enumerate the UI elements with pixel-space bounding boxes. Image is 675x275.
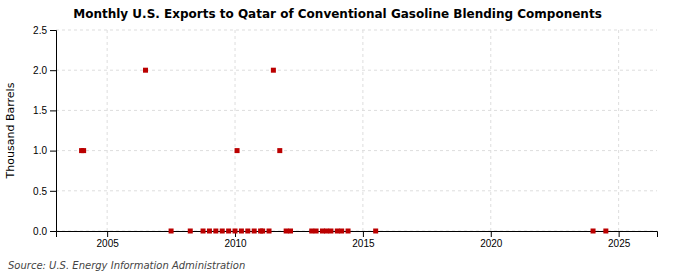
plot: 2005 2010 2015 2020 2025 0.0 0.5 1.0 1.5 2.0 2.5 bbox=[33, 25, 657, 249]
y-tick-label: 2.0 bbox=[33, 65, 47, 76]
grid bbox=[56, 30, 657, 231]
y-tick: 0.0 bbox=[33, 226, 56, 237]
y-tick: 2.0 bbox=[33, 65, 56, 76]
grid-line-y bbox=[56, 190, 657, 191]
grid-line-x bbox=[107, 30, 108, 231]
points bbox=[79, 68, 608, 234]
grid-line-x bbox=[362, 30, 363, 231]
point bbox=[233, 229, 238, 234]
point bbox=[346, 229, 351, 234]
y-tick: 1.5 bbox=[33, 105, 56, 116]
x-tick-label: 2020 bbox=[480, 238, 503, 249]
y-axis: 0.0 0.5 1.0 1.5 2.0 2.5 bbox=[33, 25, 56, 237]
point bbox=[207, 229, 212, 234]
point bbox=[252, 229, 257, 234]
point bbox=[267, 229, 272, 234]
point bbox=[226, 229, 231, 234]
point bbox=[603, 229, 608, 234]
point bbox=[271, 68, 276, 73]
title: Monthly U.S. Exports to Qatar of Convent… bbox=[73, 7, 602, 21]
point bbox=[220, 229, 225, 234]
point bbox=[591, 229, 596, 234]
x-tick-mark bbox=[491, 231, 492, 237]
x-tick: 2005 bbox=[97, 231, 120, 249]
point bbox=[309, 229, 314, 234]
y-tick-label: 1.0 bbox=[33, 145, 47, 156]
point bbox=[288, 229, 293, 234]
grid-line-y bbox=[56, 110, 657, 111]
y-tick: 2.5 bbox=[33, 25, 56, 36]
point bbox=[260, 229, 265, 234]
point bbox=[335, 229, 340, 234]
point bbox=[339, 229, 344, 234]
point bbox=[239, 229, 244, 234]
y-axis-line bbox=[50, 31, 57, 232]
point bbox=[169, 229, 174, 234]
x-tick: 2020 bbox=[480, 231, 503, 249]
x-tick: 2025 bbox=[608, 231, 631, 249]
y-tick-label: 0.5 bbox=[33, 186, 47, 197]
x-tick: 2010 bbox=[224, 231, 247, 249]
grid-line-x bbox=[235, 30, 236, 231]
x-tick-label: 2005 bbox=[97, 238, 120, 249]
grid-line-x bbox=[618, 30, 619, 231]
x-tick-mark bbox=[363, 231, 364, 237]
chart: 2005 2010 2015 2020 2025 0.0 0.5 1.0 1.5 2.0 2.5 Mo… bbox=[0, 0, 675, 275]
y-tick-label: 1.5 bbox=[33, 105, 47, 116]
x-axis: 2005 2010 2015 2020 2025 bbox=[57, 231, 658, 249]
x-tick-mark bbox=[107, 231, 108, 237]
point bbox=[284, 229, 289, 234]
point bbox=[328, 229, 333, 234]
point bbox=[201, 229, 206, 234]
point bbox=[245, 229, 250, 234]
y-tick-mark bbox=[50, 110, 56, 111]
x-tick-label: 2015 bbox=[352, 238, 375, 249]
y-axis-title: Thousand Barrels bbox=[4, 82, 17, 179]
annotation: Source: U.S. Energy Information Administ… bbox=[8, 260, 245, 271]
y-tick-mark bbox=[50, 30, 56, 31]
point bbox=[373, 229, 378, 234]
point bbox=[81, 148, 86, 153]
x-tick: 2015 bbox=[352, 231, 375, 249]
point bbox=[188, 229, 193, 234]
grid-line-x bbox=[490, 30, 491, 231]
y-tick: 1.0 bbox=[33, 145, 56, 156]
point bbox=[213, 229, 218, 234]
x-axis-line bbox=[57, 232, 658, 238]
point bbox=[324, 229, 329, 234]
grid-line-y bbox=[56, 30, 657, 31]
y-tick-mark bbox=[50, 191, 56, 192]
point bbox=[277, 148, 282, 153]
y-tick-mark bbox=[50, 151, 56, 152]
x-tick-label: 2025 bbox=[608, 238, 631, 249]
y-tick: 0.5 bbox=[33, 186, 56, 197]
y-tick-label: 2.5 bbox=[33, 25, 47, 36]
grid-line-y bbox=[56, 150, 657, 151]
y-tick-label: 0.0 bbox=[33, 226, 47, 237]
x-tick-label: 2010 bbox=[224, 238, 247, 249]
point bbox=[314, 229, 319, 234]
y-tick-mark bbox=[50, 70, 56, 71]
point bbox=[235, 148, 240, 153]
y-tick-mark bbox=[50, 231, 56, 232]
point bbox=[143, 68, 148, 73]
x-tick-mark bbox=[619, 231, 620, 237]
